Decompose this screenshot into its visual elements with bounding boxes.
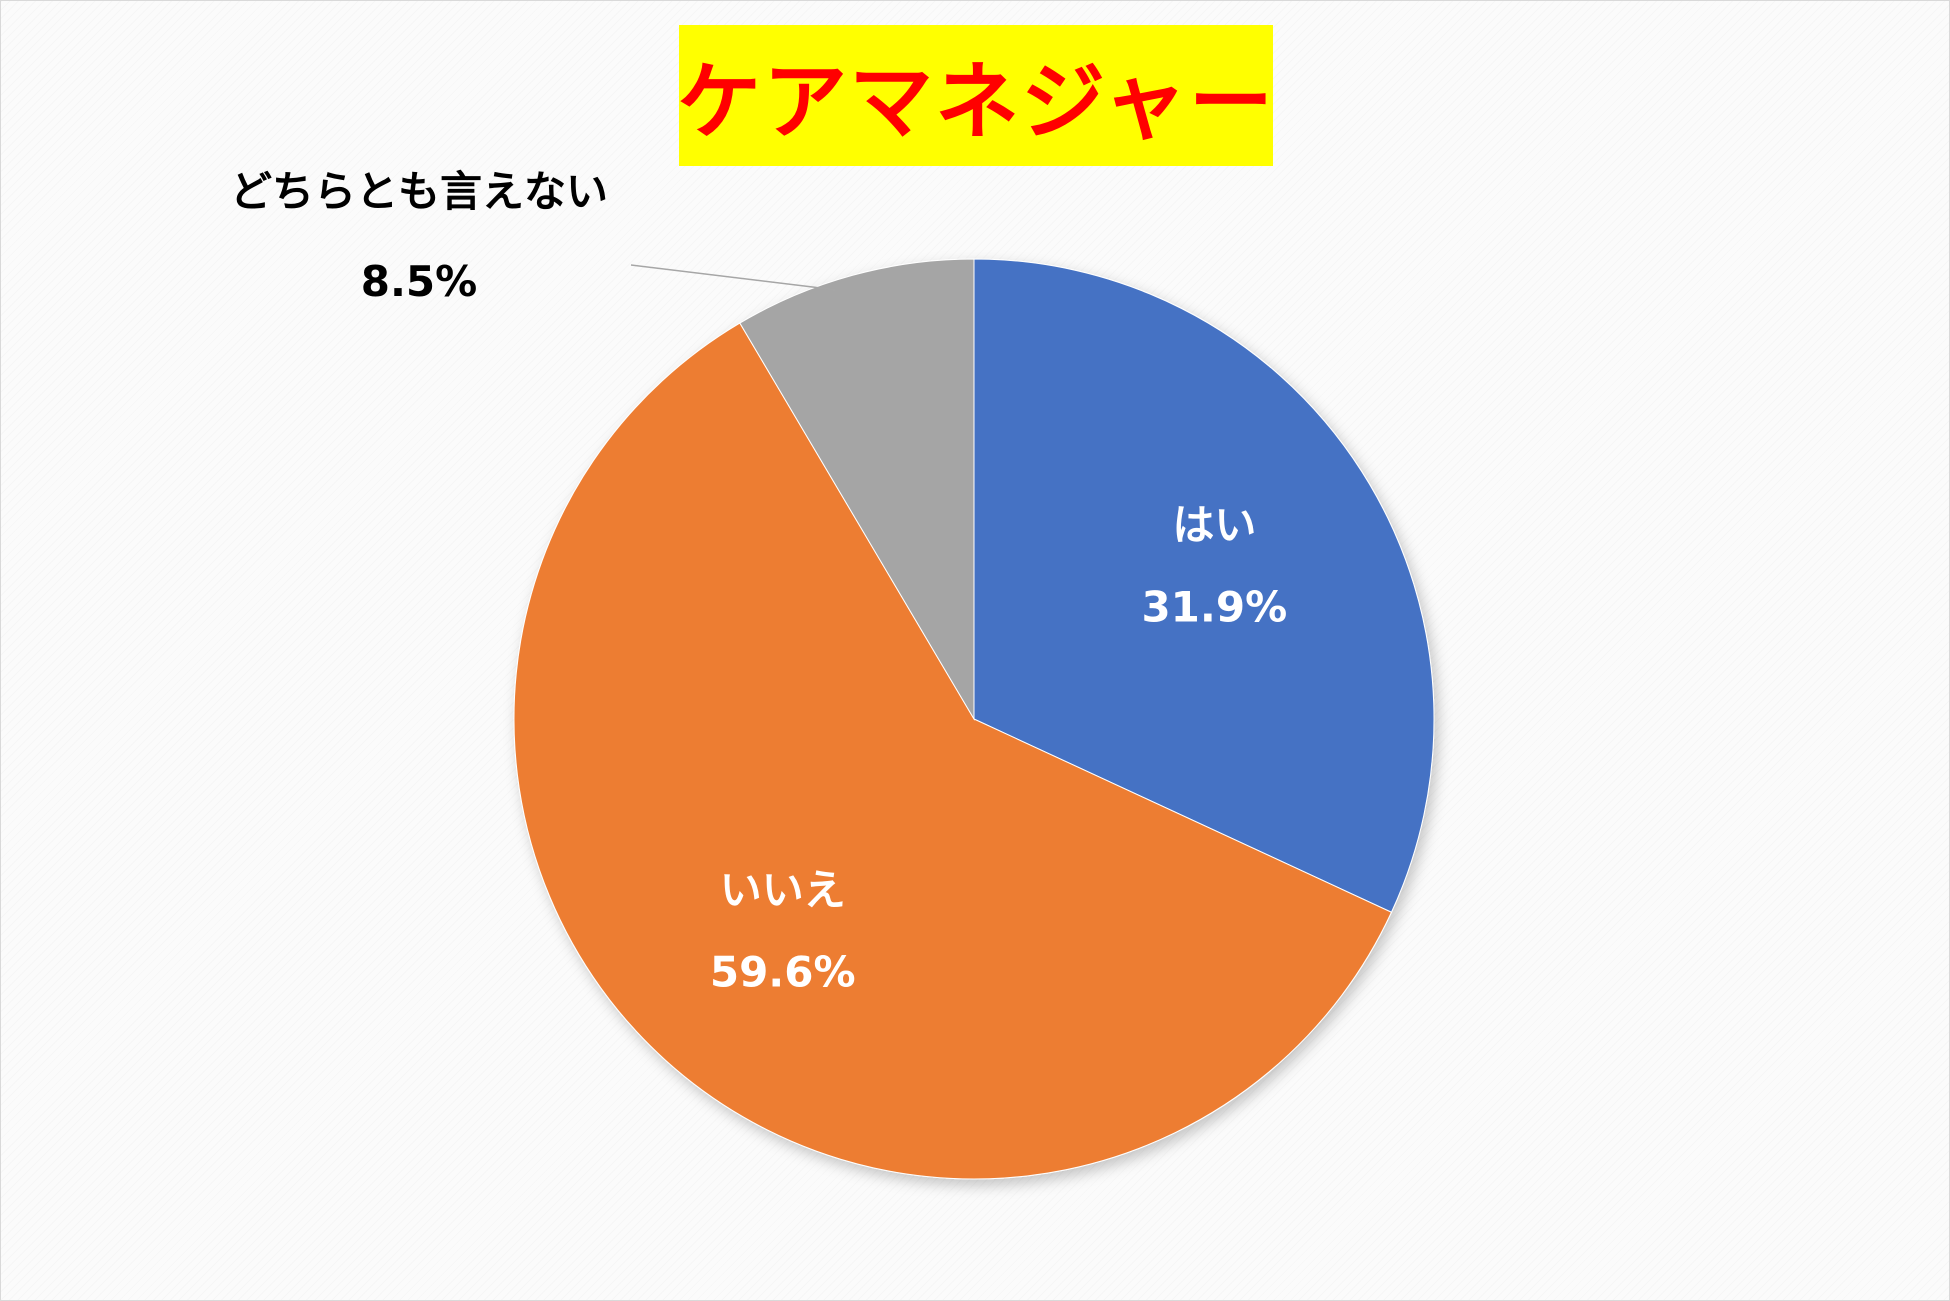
slice-value-label-no: 59.6% (710, 948, 856, 997)
chart-title-box: ケアマネジャー (677, 25, 1275, 166)
leader-line-neither (630, 264, 836, 291)
chart-title: ケアマネジャー (677, 53, 1275, 151)
pie-slice-yes (973, 258, 1435, 913)
slice-value-label-yes: 31.9% (1141, 582, 1287, 631)
slice-category-label-neither: どちらとも言えない (230, 167, 608, 216)
slice-value-label-neither: 8.5% (361, 257, 477, 306)
pie-slice-neither (739, 258, 975, 721)
slices-layer (513, 258, 1435, 1180)
slice-category-label-yes: はい (1172, 500, 1256, 549)
pie-slice-no (513, 322, 1393, 1180)
slice-category-label-no: いいえ (720, 866, 846, 915)
labels-layer: はい 31.9% いいえ 59.6% どちらとも言えない 8.5% (230, 167, 1287, 997)
